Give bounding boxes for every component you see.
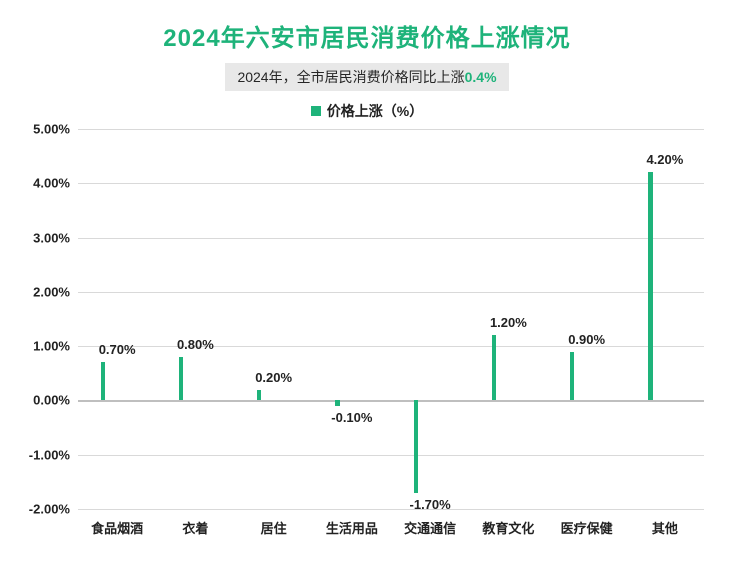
x-tick-label: 其他 [626, 518, 704, 537]
bar [414, 400, 418, 492]
bar-value-label: 4.20% [626, 152, 704, 167]
bar [179, 357, 183, 400]
bar [257, 390, 261, 401]
bar [335, 400, 339, 405]
legend-swatch [311, 106, 321, 116]
bar-value-label: 0.90% [548, 332, 626, 347]
x-tick-label: 医疗保健 [548, 518, 626, 537]
x-tick-label: 衣着 [156, 518, 234, 537]
bar-value-label: 1.20% [469, 315, 547, 330]
bars: 0.70%0.80% 0.20% -0.10%-1.70%1.20%0.90% 4.2… [78, 129, 704, 509]
subtitle-prefix: 2024年，全市居民消费价格同比上涨 [237, 69, 464, 85]
y-tick-label: 5.00% [33, 122, 70, 137]
subtitle-highlight: 0.4% [465, 69, 497, 85]
bar [101, 362, 105, 400]
subtitle-box: 2024年，全市居民消费价格同比上涨0.4% [225, 63, 508, 91]
y-tick-label: 1.00% [33, 339, 70, 354]
bar-slot: 0.90% [548, 129, 626, 509]
bar [492, 335, 496, 400]
bar-slot: -1.70% [391, 129, 469, 509]
legend-label: 价格上涨（%） [327, 103, 423, 119]
y-tick-label: 4.00% [33, 176, 70, 191]
y-tick-label: -2.00% [29, 502, 70, 517]
x-tick-label: 食品烟酒 [78, 518, 156, 537]
bar-slot: 0.80% [156, 129, 234, 509]
bar-value-label: 0.70% [78, 342, 156, 357]
subtitle-wrap: 2024年，全市居民消费价格同比上涨0.4% [20, 53, 714, 97]
y-tick-label: -1.00% [29, 447, 70, 462]
bar [648, 172, 652, 400]
x-tick-label: 交通通信 [391, 518, 469, 537]
bar-value-label: 0.80% [156, 337, 234, 352]
x-tick-label: 生活用品 [313, 518, 391, 537]
chart-area: -2.00%-1.00%0.00%1.00%2.00%3.00%4.00%5.0… [78, 129, 704, 549]
bar-slot: 1.20% [469, 129, 547, 509]
bar-slot: 0.70% [78, 129, 156, 509]
x-axis: 食品烟酒衣着居住生活用品交通通信教育文化医疗保健其他 [78, 509, 704, 549]
y-tick-label: 3.00% [33, 230, 70, 245]
bar-slot: 4.20% [626, 129, 704, 509]
chart-title: 2024年六安市居民消费价格上涨情况 [20, 18, 714, 53]
bar [570, 352, 574, 401]
bar-slot: -0.10% [313, 129, 391, 509]
chart-container: 2024年六安市居民消费价格上涨情况 2024年，全市居民消费价格同比上涨0.4… [0, 0, 744, 587]
legend: 价格上涨（%） [20, 101, 714, 121]
bar-value-label: -0.10% [313, 410, 391, 425]
x-tick-label: 居住 [235, 518, 313, 537]
y-tick-label: 2.00% [33, 284, 70, 299]
bar-slot: 0.20% [235, 129, 313, 509]
y-tick-label: 0.00% [33, 393, 70, 408]
x-tick-label: 教育文化 [469, 518, 547, 537]
bar-value-label: 0.20% [235, 370, 313, 385]
